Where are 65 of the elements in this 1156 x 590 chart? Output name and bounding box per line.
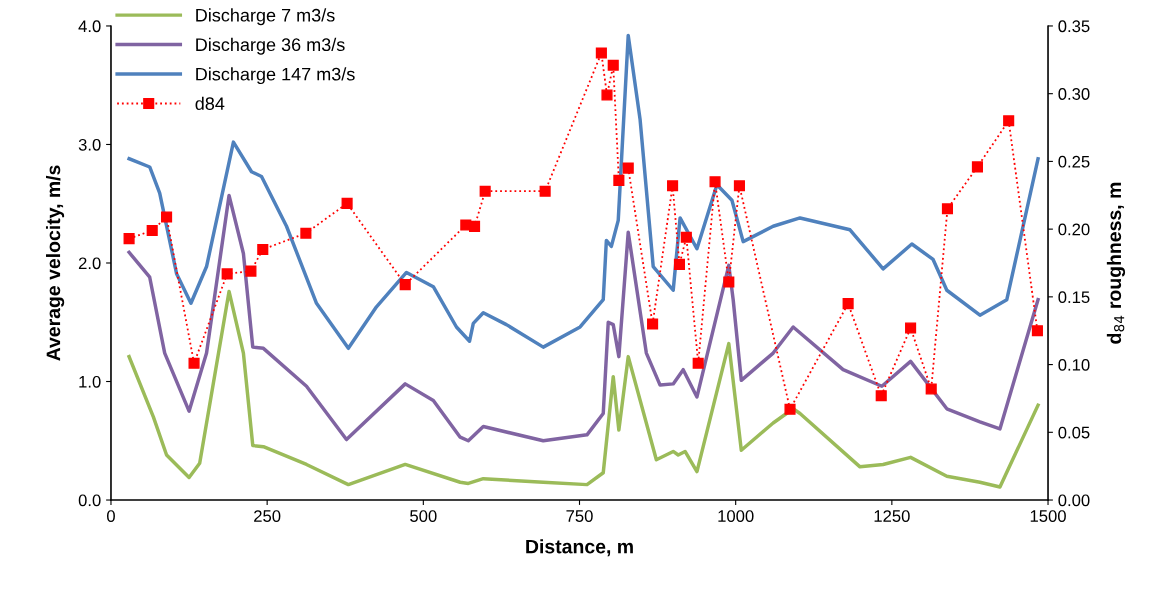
point — [971, 161, 983, 173]
point — [875, 390, 887, 402]
point — [842, 298, 854, 310]
point — [479, 185, 491, 197]
point — [257, 243, 269, 256]
y-tick-label: 1.0 — [79, 375, 101, 388]
point — [245, 265, 257, 277]
line-series — [127, 193, 1040, 443]
x-tick-label: 0 — [106, 510, 115, 522]
y-tick-label: 3.0 — [78, 138, 101, 151]
point — [341, 197, 353, 209]
point — [709, 176, 721, 188]
point — [601, 89, 613, 101]
y2-tick-label: 0.30 — [1058, 88, 1090, 100]
point — [146, 224, 158, 237]
point — [161, 211, 173, 223]
y2-axis-title: d$_{84}$ roughness, m — [1106, 182, 1126, 344]
point — [733, 180, 745, 192]
point — [941, 203, 954, 215]
y2-tick-label: 0.00 — [1058, 494, 1090, 507]
y2-tick-label: 0.15 — [1058, 291, 1090, 304]
point — [925, 383, 937, 395]
y2-tick-label: 0.05 — [1058, 426, 1090, 439]
y-tick-label: 0.0 — [78, 494, 101, 507]
point — [680, 231, 692, 243]
point — [667, 180, 679, 192]
point — [607, 59, 619, 71]
point — [647, 318, 659, 330]
point — [723, 276, 735, 288]
point — [188, 357, 200, 369]
point — [1031, 325, 1043, 337]
x-tick-label: 750 — [566, 510, 593, 522]
y-tick-label: 2.0 — [78, 257, 101, 270]
point — [221, 268, 233, 280]
y-axis-title: Average velocity, m/s — [45, 165, 65, 361]
legend-label: d84 — [195, 96, 225, 111]
point — [622, 162, 634, 174]
line-series — [127, 33, 1040, 351]
x-tick-label: 1500 — [1030, 510, 1066, 522]
point — [784, 403, 796, 415]
point — [1003, 115, 1015, 127]
y2-tick-label: 0.25 — [1058, 155, 1090, 168]
point — [595, 47, 607, 59]
point — [905, 322, 917, 334]
y-tick-label: 4.0 — [78, 20, 101, 33]
x-axis-title: Distance, m — [526, 539, 633, 557]
legend-label: Discharge 147 m3/s — [196, 67, 355, 85]
x-tick-label: 1000 — [718, 510, 754, 522]
point — [613, 174, 625, 186]
point — [123, 233, 135, 245]
point — [692, 357, 704, 369]
legend-label: Discharge 7 m3/s — [196, 8, 335, 26]
point — [673, 258, 686, 270]
y2-tick-label: 0.35 — [1058, 20, 1090, 33]
point — [539, 185, 551, 197]
x-tick-label: 250 — [254, 510, 281, 522]
x-tick-label: 1250 — [874, 510, 910, 522]
point — [300, 227, 312, 239]
point — [399, 279, 411, 291]
line-series — [127, 289, 1040, 489]
legend-label: Discharge 36 m3/s — [196, 37, 345, 55]
x-tick-label: 500 — [410, 510, 437, 522]
point — [468, 220, 481, 232]
y2-tick-label: 0.10 — [1058, 358, 1090, 371]
y2-tick-label: 0.20 — [1058, 223, 1090, 236]
